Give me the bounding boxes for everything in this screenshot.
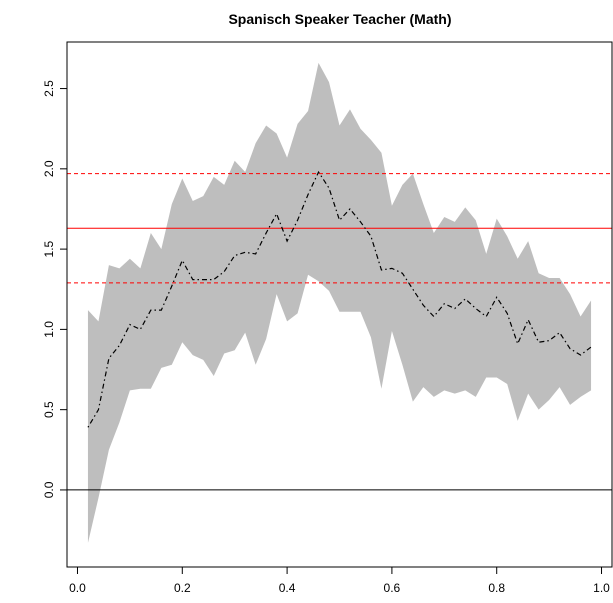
plot-frame [66,41,613,568]
mean-line [87,170,592,428]
x-tick-label: 0.6 [384,581,401,595]
x-tick-label: 0.2 [174,581,191,595]
confidence-band [87,62,592,543]
x-tick-label: 0.8 [488,581,505,595]
x-tick-label: 1.0 [593,581,610,595]
chart-title: Spanisch Speaker Teacher (Math) [228,11,451,27]
y-tick-label: 1.0 [42,321,56,338]
y-tick-label: 0.0 [42,481,56,498]
y-tick-label: 1.5 [42,240,56,257]
y-tick-label: 0.5 [42,401,56,418]
x-tick-label: 0.0 [69,581,86,595]
x-tick-label: 0.4 [279,581,296,595]
y-tick-label: 2.0 [42,160,56,177]
y-tick-label: 2.5 [42,80,56,97]
